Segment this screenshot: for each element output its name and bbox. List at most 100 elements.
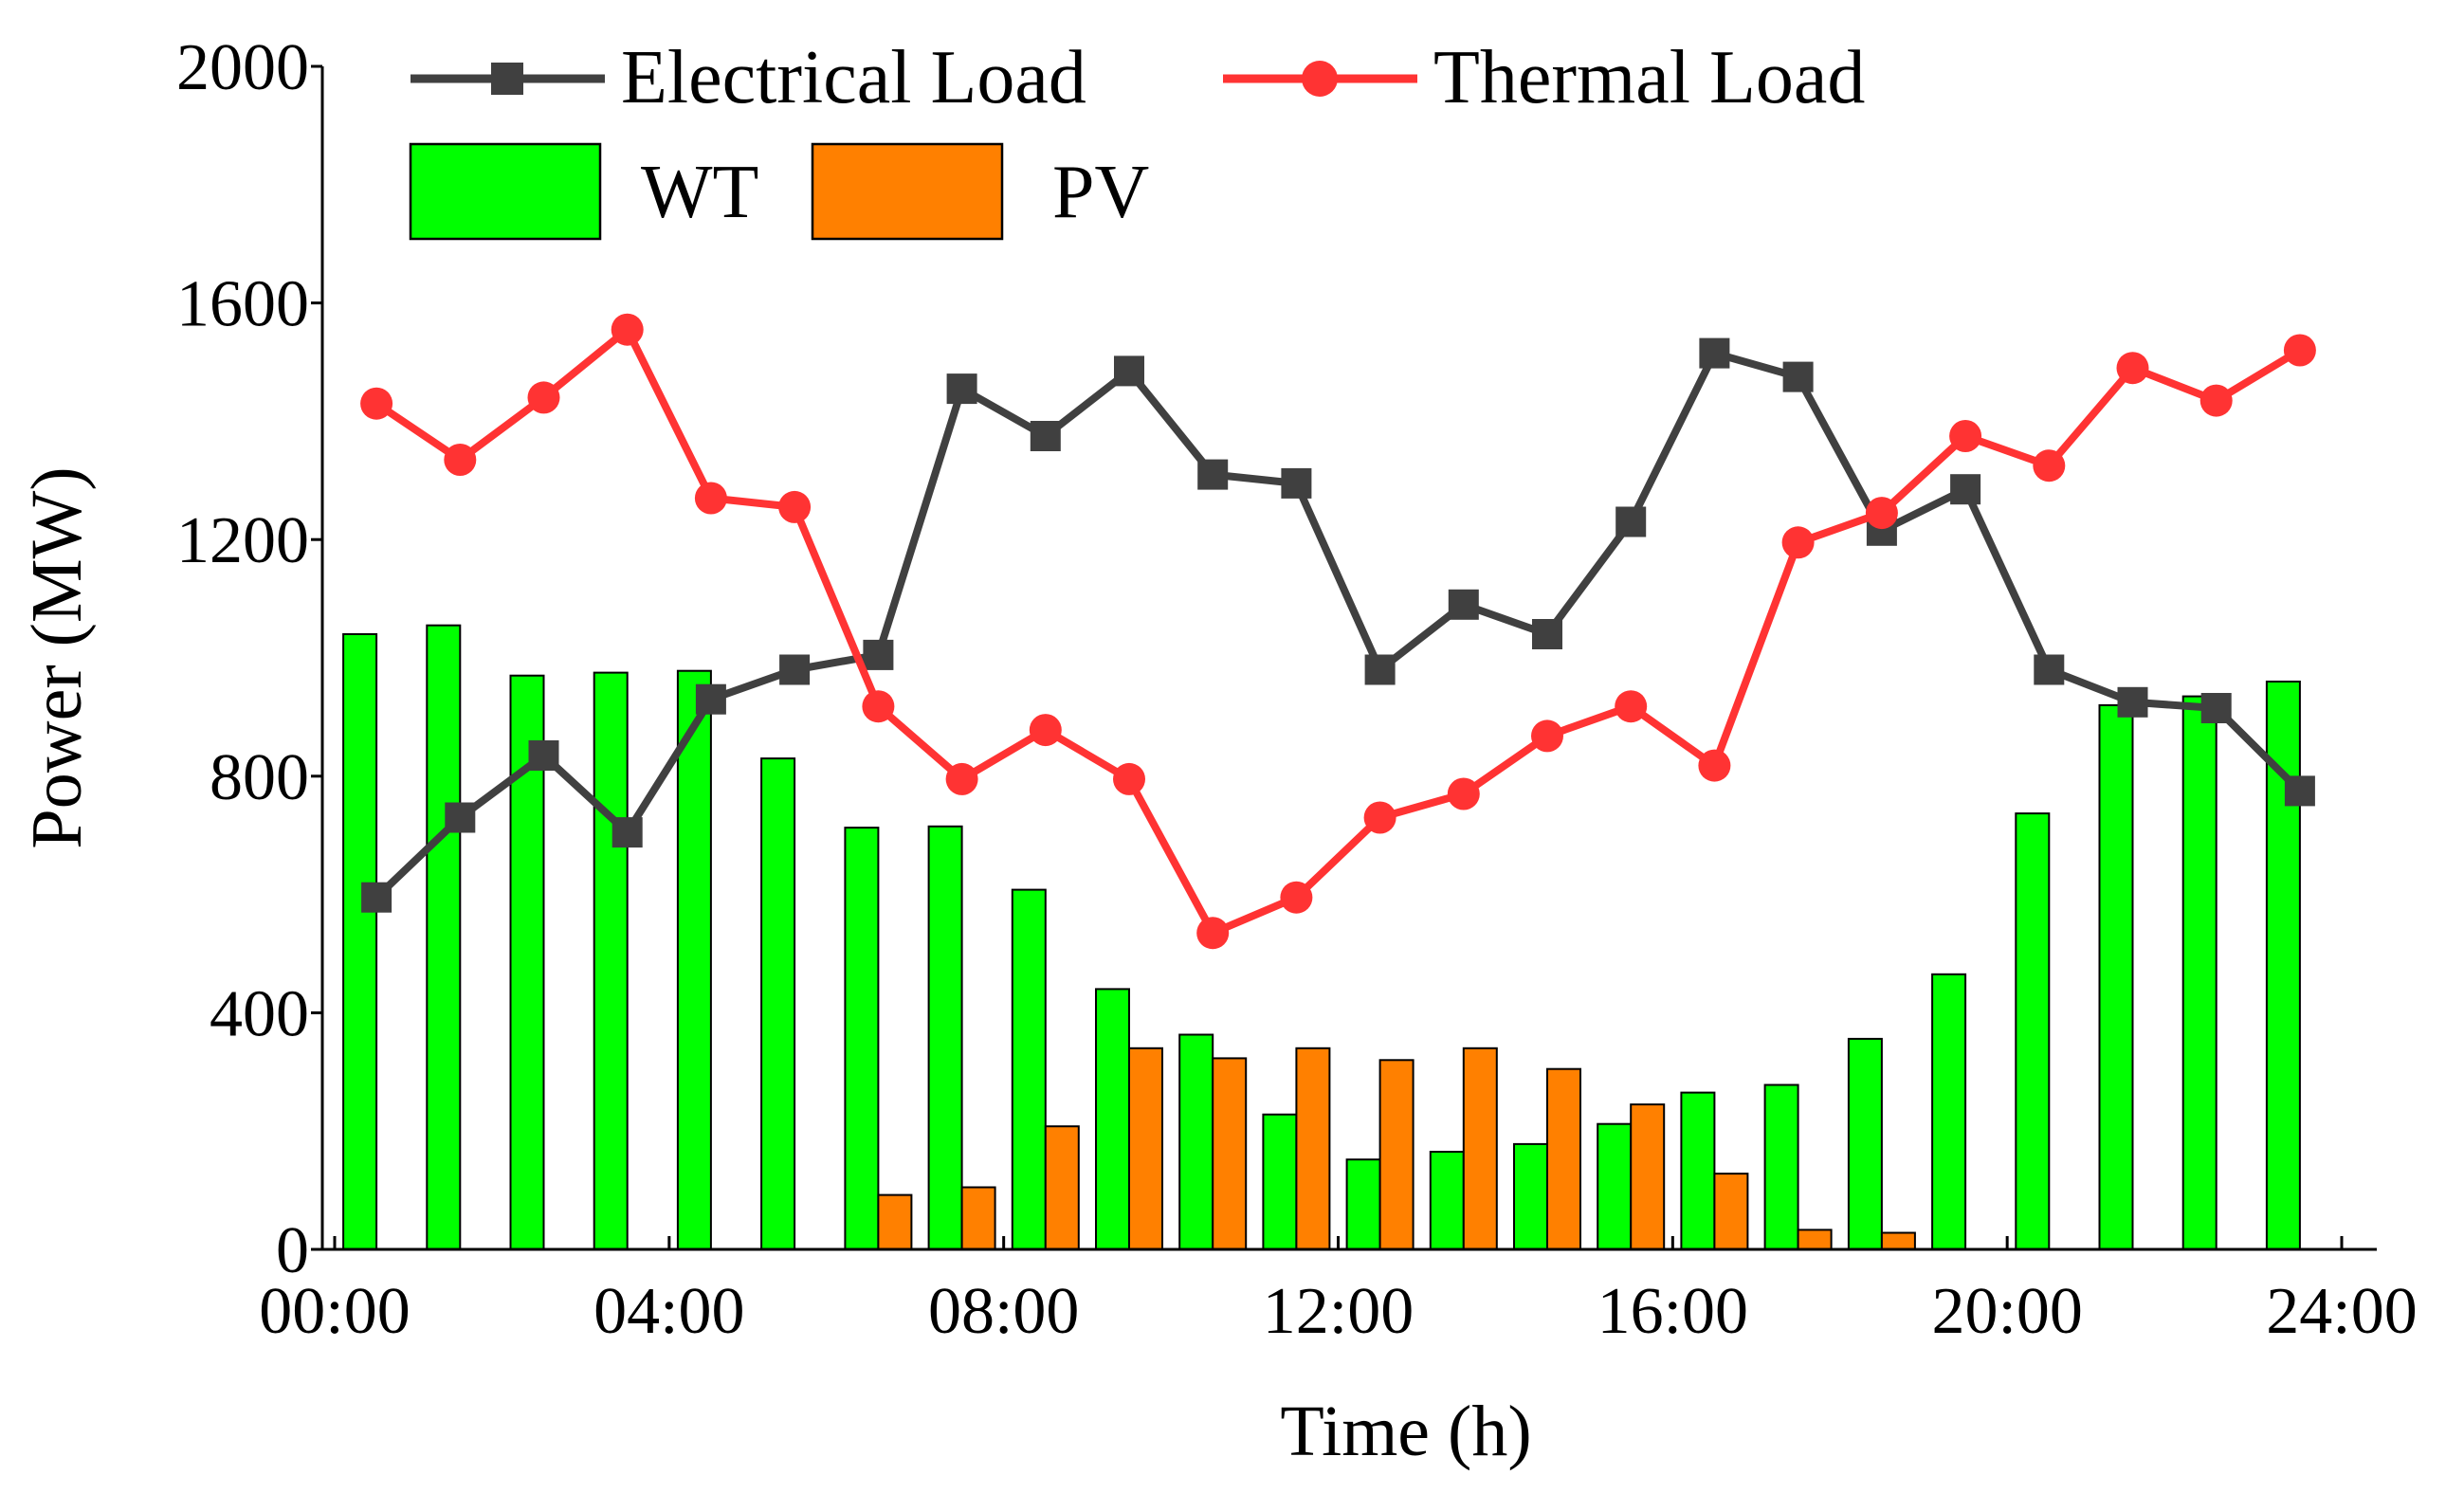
bar-pv-10 [1128,1047,1163,1251]
bar-wt-23 [2181,695,2218,1250]
point-electrical-load-3 [528,740,559,771]
bar-wt-15 [1513,1142,1548,1251]
point-thermal-load-19 [1865,497,1898,530]
y-tick-label-0: 0 [276,1214,309,1287]
bar-pv-15 [1546,1067,1581,1250]
bar-wt-14 [1429,1151,1465,1250]
bar-pv-18 [1797,1229,1833,1251]
y-tick-label-400: 400 [210,977,309,1050]
legend-entry-electrical-load: Electrical Load [411,36,1086,119]
point-thermal-load-23 [2199,384,2233,417]
point-electrical-load-15 [1532,619,1562,649]
point-thermal-load-18 [1781,526,1815,559]
legend: Electrical Load Thermal Load WT PV [409,36,1865,241]
legend-pv-label: PV [1052,151,1149,234]
x-tick-label-8: 08:00 [928,1275,1079,1348]
point-thermal-load-1 [360,387,393,420]
point-thermal-load-4 [611,313,644,346]
point-electrical-load-11 [1197,459,1229,490]
point-electrical-load-20 [1950,474,1981,505]
point-electrical-load-1 [361,882,392,913]
bars-layer [342,624,2301,1251]
bar-wt-21 [2015,812,2051,1250]
point-thermal-load-17 [1698,749,1731,782]
point-electrical-load-4 [611,817,643,848]
bar-pv-14 [1462,1047,1498,1251]
bar-wt-5 [676,669,712,1250]
bar-wt-8 [927,825,963,1250]
point-thermal-load-5 [694,482,727,515]
bar-wt-12 [1262,1113,1298,1250]
bar-wt-2 [426,624,462,1250]
point-electrical-load-21 [2034,654,2065,685]
legend-thermal-load-marker [1302,61,1338,97]
point-electrical-load-2 [445,802,476,833]
bar-pv-7 [877,1193,913,1250]
bar-pv-13 [1378,1059,1415,1251]
y-tick-label-1600: 1600 [176,268,309,341]
bar-wt-9 [1011,888,1047,1250]
point-thermal-load-8 [945,762,978,795]
y-ticks: 0 400 800 1200 1600 2000 [176,31,322,1287]
bar-pv-19 [1880,1231,1916,1250]
legend-pv-swatch [811,142,1004,241]
legend-entry-thermal-load: Thermal Load [1223,36,1865,119]
y-axis-title: Power (MW) [17,466,97,848]
x-tick-label-12: 12:00 [1263,1275,1414,1348]
x-axis-title: Time (h) [1280,1392,1531,1471]
bar-wt-17 [1680,1091,1716,1250]
bar-wt-1 [342,633,378,1250]
bar-wt-22 [2098,703,2134,1250]
point-thermal-load-11 [1196,917,1230,950]
point-electrical-load-23 [2200,693,2232,723]
point-electrical-load-10 [1114,355,1144,387]
point-thermal-load-15 [1531,719,1563,753]
x-tick-label-4: 04:00 [593,1275,744,1348]
point-thermal-load-20 [1949,420,1982,452]
bar-wt-11 [1178,1033,1214,1250]
point-thermal-load-21 [2033,449,2066,482]
point-thermal-load-9 [1029,714,1062,747]
x-tick-label-20: 20:00 [1931,1275,2082,1348]
bar-wt-19 [1847,1037,1883,1251]
y-tick-label-800: 800 [210,741,309,814]
point-thermal-load-22 [2116,352,2149,385]
point-thermal-load-2 [444,444,477,476]
bar-pv-12 [1295,1047,1331,1251]
point-electrical-load-16 [1615,506,1647,537]
x-ticks: 00:00 04:00 08:00 12:00 16:00 20:00 24:00 [259,1236,2418,1348]
point-electrical-load-17 [1699,337,1730,369]
bar-wt-16 [1597,1122,1633,1250]
bar-wt-7 [844,827,880,1250]
bar-pv-17 [1713,1173,1749,1250]
bar-pv-11 [1212,1057,1248,1251]
point-thermal-load-16 [1615,690,1648,723]
bar-wt-18 [1763,1083,1799,1250]
line-electrical-load [374,349,2303,901]
bar-wt-6 [760,757,796,1250]
point-electrical-load-9 [1030,421,1061,451]
point-thermal-load-14 [1447,777,1480,810]
x-tick-label-24: 24:00 [2266,1275,2417,1348]
bar-pv-9 [1044,1125,1080,1250]
point-thermal-load-10 [1113,762,1145,795]
point-electrical-load-18 [1782,361,1814,392]
point-electrical-load-5 [695,683,726,715]
bar-pv-16 [1630,1103,1666,1250]
bar-wt-10 [1095,988,1130,1251]
point-electrical-load-24 [2284,775,2315,807]
point-thermal-load-6 [778,490,812,523]
bar-wt-13 [1345,1158,1381,1250]
point-electrical-load-14 [1448,589,1479,620]
legend-wt-label: WT [641,151,758,234]
bar-wt-4 [593,671,629,1250]
point-thermal-load-24 [2283,334,2316,367]
point-thermal-load-13 [1363,801,1396,834]
legend-thermal-load-label: Thermal Load [1433,36,1865,119]
x-tick-label-0: 00:00 [259,1275,410,1348]
legend-wt-swatch [409,142,602,241]
point-electrical-load-22 [2117,686,2148,718]
point-electrical-load-13 [1364,654,1396,685]
point-electrical-load-7 [863,639,894,670]
